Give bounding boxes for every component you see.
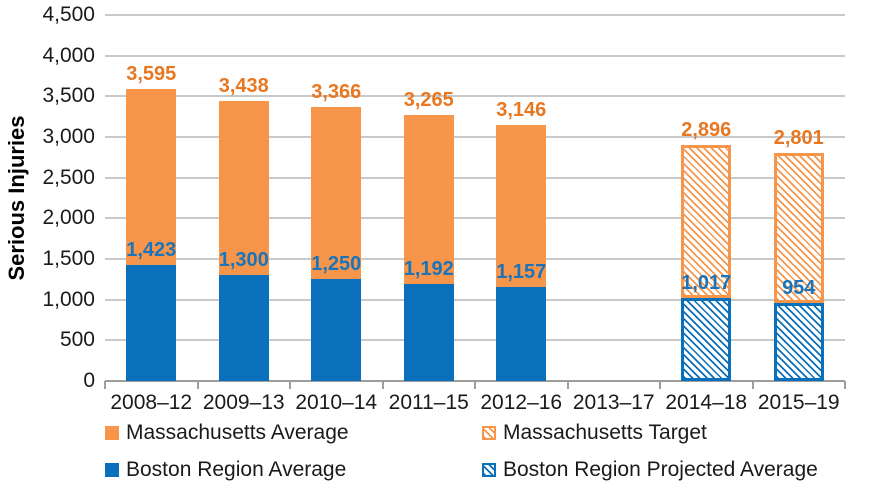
value-label-massachusetts: 3,366 <box>311 81 362 104</box>
bar-boston-segment <box>218 275 269 381</box>
legend-label: Boston Region Projected Average <box>503 458 818 481</box>
y-gridline <box>105 136 845 138</box>
x-category-label: 2009–13 <box>202 391 285 414</box>
bar-boston-projected-segment <box>773 303 824 381</box>
y-tick-label: 0 <box>83 369 95 392</box>
value-label-massachusetts: 3,146 <box>496 99 547 122</box>
legend-item-massachusetts-average: Massachusetts Average <box>105 421 482 445</box>
value-label-massachusetts: 3,265 <box>403 89 454 112</box>
x-axis-tick <box>844 381 846 389</box>
value-label-massachusetts: 2,801 <box>773 127 824 150</box>
y-gridline <box>105 95 845 98</box>
x-axis-tick <box>104 381 106 389</box>
value-label-boston: 1,157 <box>496 260 547 283</box>
bar-massachusetts-segment <box>311 107 362 280</box>
bar-boston-projected-segment <box>681 298 732 381</box>
x-category-label: 2008–12 <box>110 391 193 414</box>
y-tick-label: 4,500 <box>42 3 95 26</box>
hatched-swatch-icon <box>482 426 496 440</box>
x-category-label: 2011–15 <box>388 391 469 414</box>
bar-massachusetts-target-segment <box>681 145 732 299</box>
bar-boston-segment <box>311 279 362 381</box>
y-axis-title: Serious Injuries <box>4 115 29 281</box>
y-gridline <box>105 258 845 260</box>
y-tick-label: 1,500 <box>42 247 95 270</box>
y-tick-label: 1,000 <box>42 287 95 311</box>
y-gridline <box>105 217 845 220</box>
chart-legend: Massachusetts Average Massachusetts Targe… <box>105 421 850 482</box>
legend-label: Massachusetts Target <box>503 421 707 444</box>
x-axis-tick <box>289 381 291 389</box>
y-tick-label: 4,000 <box>42 43 95 67</box>
x-axis-tick <box>381 381 384 389</box>
x-category-label: 2015–19 <box>757 391 840 414</box>
y-gridline <box>105 298 845 301</box>
x-axis-tick <box>659 381 661 389</box>
x-axis-tick <box>566 381 569 389</box>
bar-massachusetts-segment <box>403 115 454 285</box>
y-tick-label: 500 <box>59 328 95 352</box>
value-label-boston: 1,017 <box>681 272 732 295</box>
bar-massachusetts-segment <box>218 101 269 276</box>
x-category-label: 2014–18 <box>665 391 748 414</box>
hatched-swatch-icon <box>482 463 496 477</box>
bar-massachusetts-segment <box>496 125 547 287</box>
value-label-boston: 1,250 <box>311 253 362 276</box>
x-axis-tick <box>196 381 199 389</box>
value-label-massachusetts: 3,438 <box>218 75 269 98</box>
y-gridline <box>105 176 845 179</box>
y-gridline <box>105 339 845 342</box>
bar-boston-segment <box>403 284 454 381</box>
value-label-massachusetts: 2,896 <box>681 119 732 142</box>
legend-item-massachusetts-target: Massachusetts Target <box>482 421 850 445</box>
y-tick-label: 2,500 <box>42 165 95 189</box>
x-category-label: 2010–14 <box>295 391 378 414</box>
y-tick-label: 3,000 <box>42 125 95 148</box>
y-gridline <box>105 54 845 57</box>
legend-label: Massachusetts Average <box>126 421 349 444</box>
x-axis-tick <box>751 381 754 389</box>
value-label-massachusetts: 3,595 <box>126 62 177 85</box>
value-label-boston: 954 <box>782 277 816 300</box>
bar-boston-segment <box>496 286 547 381</box>
x-axis-tick <box>474 381 476 389</box>
bar-massachusetts-segment <box>126 88 177 266</box>
value-label-boston: 1,192 <box>403 258 454 281</box>
solid-swatch-icon <box>105 463 119 477</box>
bar-boston-segment <box>126 265 177 381</box>
x-category-label: 2012–16 <box>480 391 563 414</box>
value-label-boston: 1,423 <box>126 239 177 262</box>
bar-massachusetts-target-segment <box>773 153 824 304</box>
legend-label: Boston Region Average <box>126 458 347 481</box>
y-gridline <box>105 14 845 16</box>
legend-item-boston-region-average: Boston Region Average <box>105 458 482 482</box>
legend-item-boston-region-projected-average: Boston Region Projected Average <box>482 458 850 482</box>
x-category-label: 2013–17 <box>572 391 655 414</box>
solid-swatch-icon <box>105 426 119 440</box>
y-tick-label: 3,500 <box>42 84 95 108</box>
value-label-boston: 1,300 <box>218 249 269 272</box>
y-tick-label: 2,000 <box>42 206 95 230</box>
